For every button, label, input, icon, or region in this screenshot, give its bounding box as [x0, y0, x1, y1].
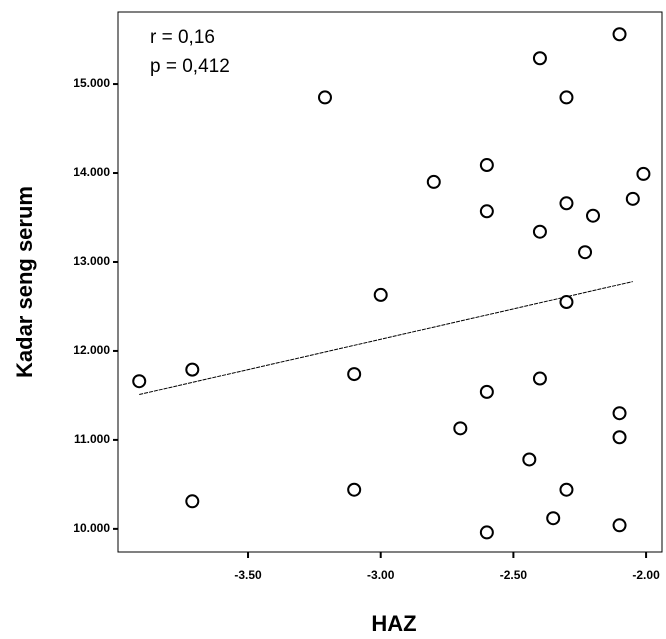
point — [453, 421, 468, 436]
annotation: r = 0,16 — [150, 27, 215, 48]
y-axis-label: Kadar seng serum — [12, 186, 37, 378]
point — [479, 158, 494, 173]
x-tick-label: -2.50 — [500, 568, 528, 582]
point — [479, 204, 494, 219]
point — [373, 287, 388, 302]
point — [612, 27, 627, 42]
x-axis-label: HAZ — [371, 611, 416, 636]
x-tick-label: -2.00 — [632, 568, 660, 582]
y-tick-label: 14.000 — [73, 165, 110, 179]
y-tick-label: 12.000 — [73, 343, 110, 357]
x-tick-label: -3.50 — [234, 568, 262, 582]
plot-frame — [117, 11, 663, 553]
point — [612, 430, 627, 445]
point — [522, 452, 537, 467]
y-tick-label: 15.000 — [73, 76, 110, 90]
point — [559, 196, 574, 211]
point — [578, 245, 593, 260]
point — [347, 482, 362, 497]
x-tick-label: -3.00 — [367, 568, 395, 582]
point — [625, 191, 640, 206]
trend-line — [139, 281, 633, 396]
annotation: p = 0,412 — [150, 56, 230, 77]
point — [636, 166, 651, 181]
point — [132, 374, 147, 389]
y-tick-label: 10.000 — [73, 521, 110, 535]
point — [559, 90, 574, 105]
point — [185, 494, 200, 509]
point — [347, 367, 362, 382]
point — [532, 371, 547, 386]
point — [479, 384, 494, 399]
point — [559, 295, 574, 310]
y-tick-label: 13.000 — [73, 254, 110, 268]
point — [317, 90, 332, 105]
point — [479, 525, 494, 540]
point — [185, 362, 200, 377]
point — [586, 208, 601, 223]
point — [546, 511, 561, 526]
point — [612, 518, 627, 533]
point — [559, 482, 574, 497]
point — [532, 224, 547, 239]
point — [612, 406, 627, 421]
point — [426, 174, 441, 189]
point — [532, 51, 547, 66]
y-tick-label: 11.000 — [74, 432, 110, 446]
